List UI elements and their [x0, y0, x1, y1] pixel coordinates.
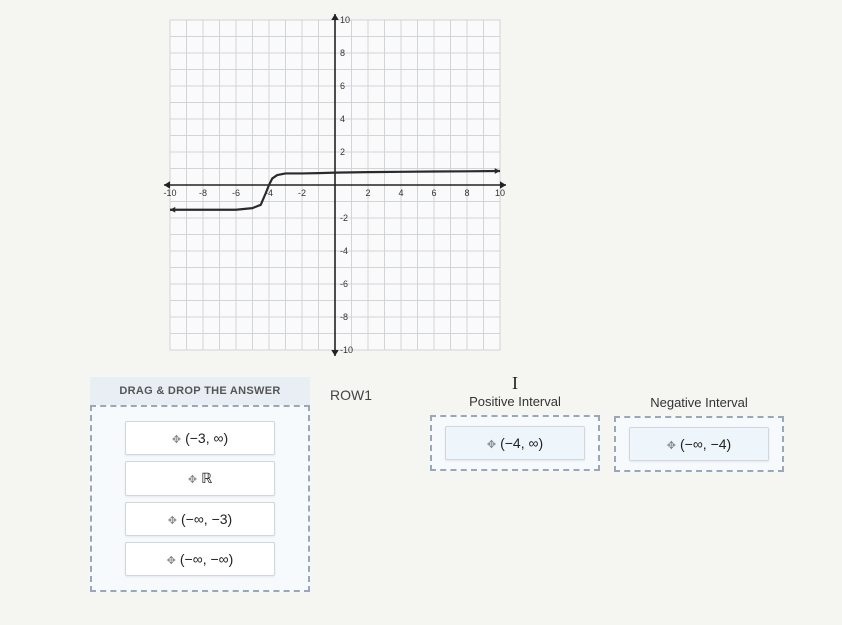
move-icon: ✥ — [167, 555, 176, 567]
svg-text:2: 2 — [365, 188, 370, 198]
drag-header: DRAG & DROP THE ANSWER — [90, 377, 310, 405]
move-icon: ✥ — [487, 439, 496, 451]
svg-text:6: 6 — [431, 188, 436, 198]
svg-text:8: 8 — [464, 188, 469, 198]
negative-interval-chip[interactable]: ✥ (−∞, −4) — [629, 427, 769, 461]
svg-text:-2: -2 — [298, 188, 306, 198]
graph-svg: -10-8-6-4-2246810-10-8-6-4-2246810 — [160, 10, 510, 360]
svg-text:-6: -6 — [340, 279, 348, 289]
drag-option-label: (−∞, −3) — [181, 511, 232, 527]
answer-row: DRAG & DROP THE ANSWER ✥(−3, ∞)✥ℝ✥(−∞, −… — [20, 377, 822, 592]
drag-option[interactable]: ✥ (−3, ∞) — [125, 421, 275, 455]
negative-interval-label: Negative Interval — [650, 395, 748, 410]
svg-text:-8: -8 — [340, 312, 348, 322]
svg-text:4: 4 — [398, 188, 403, 198]
move-icon: ✥ — [168, 515, 177, 527]
negative-interval-value: (−∞, −4) — [680, 436, 731, 452]
svg-text:2: 2 — [340, 147, 345, 157]
svg-text:-10: -10 — [340, 345, 353, 355]
text-cursor-icon: I — [512, 373, 518, 394]
row-label: ROW1 — [330, 377, 410, 403]
move-icon: ✥ — [188, 474, 197, 486]
svg-text:-8: -8 — [199, 188, 207, 198]
negative-interval-column: Negative Interval ✥ (−∞, −4) — [614, 377, 784, 472]
drag-source-panel: DRAG & DROP THE ANSWER ✥(−3, ∞)✥ℝ✥(−∞, −… — [90, 377, 310, 592]
svg-text:8: 8 — [340, 48, 345, 58]
positive-interval-chip[interactable]: ✥ (−4, ∞) — [445, 426, 585, 460]
svg-text:6: 6 — [340, 81, 345, 91]
coordinate-graph: -10-8-6-4-2246810-10-8-6-4-2246810 — [160, 10, 822, 365]
positive-interval-value: (−4, ∞) — [500, 435, 543, 451]
svg-text:-4: -4 — [340, 246, 348, 256]
drag-option-label: (−∞, −∞) — [180, 551, 233, 567]
drag-option[interactable]: ✥ (−∞, −∞) — [125, 542, 275, 576]
positive-interval-column: I Positive Interval ✥(−4, ∞) — [430, 377, 600, 471]
svg-text:-6: -6 — [232, 188, 240, 198]
svg-text:10: 10 — [495, 188, 505, 198]
positive-interval-dropzone[interactable]: ✥ (−4, ∞) — [430, 415, 600, 471]
drag-option[interactable]: ✥ℝ — [125, 461, 275, 496]
svg-text:10: 10 — [340, 15, 350, 25]
negative-interval-dropzone[interactable]: ✥ (−∞, −4) — [614, 416, 784, 472]
drag-option-label: ℝ — [201, 470, 212, 486]
svg-text:4: 4 — [340, 114, 345, 124]
move-icon: ✥ — [172, 434, 181, 446]
positive-interval-label: Positive Interval — [469, 394, 561, 409]
svg-text:-2: -2 — [340, 213, 348, 223]
drag-option[interactable]: ✥ (−∞, −3) — [125, 502, 275, 536]
svg-text:-10: -10 — [163, 188, 176, 198]
drag-option-label: (−3, ∞) — [185, 430, 228, 446]
move-icon: ✥ — [667, 440, 676, 452]
drag-option-list: ✥(−3, ∞)✥ℝ✥(−∞, −3)✥(−∞, −∞) — [90, 405, 310, 592]
